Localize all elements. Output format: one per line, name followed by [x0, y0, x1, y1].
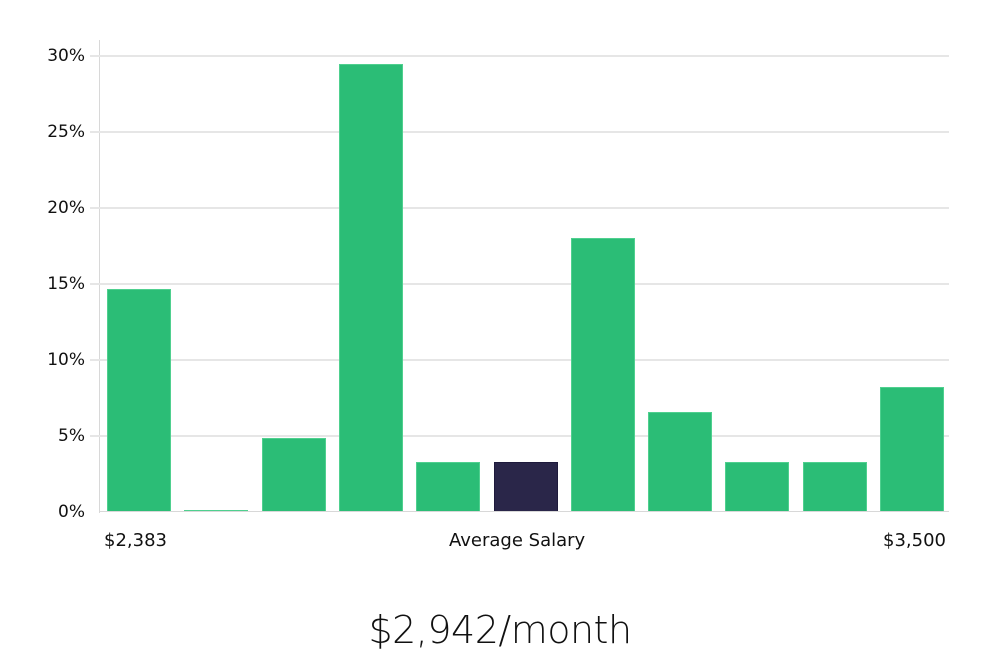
bar[interactable] [725, 461, 790, 512]
x-max-label: $3,500 [883, 530, 946, 551]
y-axis [99, 40, 100, 513]
x-axis-title: Average Salary [449, 530, 586, 551]
x-min-label: $2,383 [104, 530, 167, 551]
x-axis [99, 511, 949, 512]
gridline [90, 435, 949, 437]
bar[interactable] [648, 411, 713, 512]
y-tick-label: 25% [47, 122, 85, 142]
bar[interactable] [880, 387, 944, 512]
average-salary-value: $2,942/month [368, 608, 632, 652]
bar[interactable] [338, 63, 403, 512]
y-tick-label: 15% [47, 274, 85, 294]
bar-highlighted[interactable] [493, 461, 558, 512]
gridline [90, 207, 949, 209]
gridline [90, 359, 949, 361]
bar[interactable] [570, 238, 635, 512]
bar[interactable] [802, 461, 867, 512]
y-tick-label: 0% [58, 502, 85, 522]
gridline [90, 55, 949, 57]
bar[interactable] [107, 288, 171, 512]
gridline [90, 131, 949, 133]
y-tick-label: 10% [47, 350, 85, 370]
y-tick-label: 30% [47, 46, 85, 66]
y-tick-label: 20% [47, 198, 85, 218]
gridline [90, 283, 949, 285]
salary-histogram: 0% 5% 10% 15% 20% 25% 30% $2,383 Average Salar… [47, 40, 949, 551]
bar[interactable] [416, 461, 481, 512]
y-tick-label: 5% [58, 426, 85, 446]
bar[interactable] [261, 437, 326, 512]
